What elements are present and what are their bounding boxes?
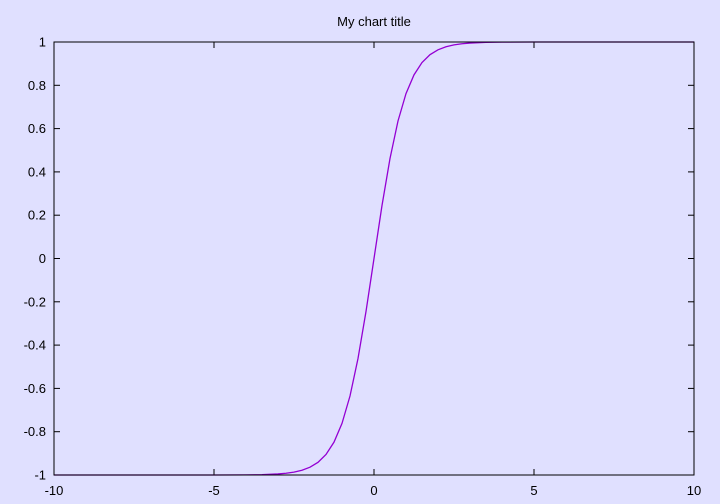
- y-tick-label: -1: [34, 468, 46, 483]
- plot-frame: [53, 41, 695, 476]
- y-tick-label: 0.8: [28, 78, 46, 93]
- x-tick-label: 5: [530, 483, 537, 498]
- y-tick-label: -0.8: [24, 424, 46, 439]
- chart-title: My chart title: [337, 14, 411, 29]
- x-tick-label: 10: [687, 483, 701, 498]
- series-line: [53, 41, 695, 476]
- tick-labels: -1 -0.8 -0.6 -0.4 -0.2 0 0.2 0.4 0.6 0.8 1 -10 -5 0 5 1…: [24, 35, 702, 499]
- x-tick-label: 0: [370, 483, 377, 498]
- y-tick-label: 0.4: [28, 164, 46, 179]
- y-tick-label: -0.6: [24, 381, 46, 396]
- y-tick-label: 0: [39, 251, 46, 266]
- y-tick-label: -0.2: [24, 294, 46, 309]
- x-tick-label: -5: [208, 483, 220, 498]
- y-tick-label: 1: [39, 35, 46, 50]
- y-tick-label: 0.2: [28, 208, 46, 223]
- x-tick-label: -10: [45, 483, 64, 498]
- y-tick-label: -0.4: [24, 338, 46, 353]
- y-tick-label: 0.6: [28, 121, 46, 136]
